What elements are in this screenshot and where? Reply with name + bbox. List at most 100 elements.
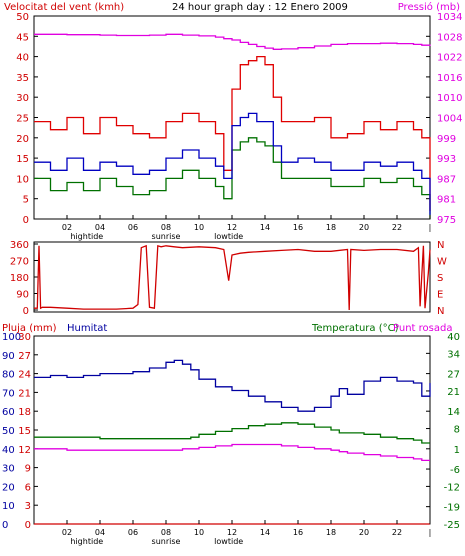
wind-y-tick-label: 50 xyxy=(16,12,29,23)
x-tick-label: 12 xyxy=(227,223,237,232)
pressure-y-tick-label: 1016 xyxy=(437,73,462,84)
rain-y-tick-label: 0 xyxy=(25,520,31,531)
direction-compass-label: E xyxy=(437,290,443,301)
x-tick-label: 10 xyxy=(194,528,204,537)
wind-y-tick-label: 40 xyxy=(16,53,29,64)
x-tick-label: 06 xyxy=(128,528,138,537)
humidity-y-tick-label: 70 xyxy=(2,388,15,399)
pressure-y-tick-label: 1022 xyxy=(437,53,462,64)
x-tick-label: 08 xyxy=(161,223,171,232)
tide-event-label: lowtide xyxy=(214,232,243,241)
temperature-y-tick-label: -12 xyxy=(444,482,460,493)
humidity-y-tick-label: 80 xyxy=(2,370,15,381)
pressure-y-tick-label: 987 xyxy=(437,174,456,185)
tide-event-label: hightide xyxy=(70,537,103,546)
dew-point-label: Punt rosada xyxy=(393,323,452,334)
wind-gust-line xyxy=(34,55,431,211)
rain-y-tick-label: 27 xyxy=(18,351,31,362)
temperature-y-tick-label: 14 xyxy=(447,407,460,418)
direction-y-tick-label: 180 xyxy=(10,273,29,284)
direction-panel-frame xyxy=(33,241,431,313)
wind-y-tick-label: 30 xyxy=(16,93,29,104)
x-tick-label: 20 xyxy=(359,528,369,537)
humidity-y-tick-label: 50 xyxy=(2,426,15,437)
temperature-y-tick-label: 21 xyxy=(447,387,460,398)
direction-compass-label: S xyxy=(437,273,443,284)
tide-event-label: sunrise xyxy=(152,232,181,241)
rain-y-tick-label: 18 xyxy=(18,407,31,418)
wind-y-tick-label: 15 xyxy=(16,154,29,165)
rain-y-tick-label: 21 xyxy=(18,388,31,399)
pressure-y-tick-label: 993 xyxy=(437,154,456,165)
rain-y-tick-label: 12 xyxy=(18,445,31,456)
pressure-y-tick-label: 999 xyxy=(437,134,456,145)
wind-y-tick-label: 25 xyxy=(16,114,29,125)
temperature-y-tick-label: 27 xyxy=(447,370,460,381)
direction-y-tick-label: 90 xyxy=(16,290,29,301)
x-tick-label: 04 xyxy=(95,528,105,537)
direction-y-tick-label: 270 xyxy=(10,257,29,268)
rain-y-tick-label: 30 xyxy=(18,332,31,343)
pressure-label: Pressió (mb) xyxy=(398,1,460,13)
wind-speed-label: Velocitat del vent (kmh) xyxy=(4,2,124,13)
direction-compass-label: W xyxy=(437,257,447,268)
temperature-y-tick-label: 40 xyxy=(447,332,460,343)
x-tick-label: 02 xyxy=(62,528,72,537)
x-tick-label: 14 xyxy=(260,528,270,537)
x-tick-label: 12 xyxy=(227,528,237,537)
tide-event-label: sunrise xyxy=(152,537,181,546)
temperature-y-tick-label: -6 xyxy=(450,465,460,476)
x-tick-label: 22 xyxy=(392,223,402,232)
wind-avg-line xyxy=(34,112,431,215)
tide-event-label: lowtide xyxy=(214,537,243,546)
direction-compass-label: N xyxy=(437,240,444,251)
rain-y-tick-label: 15 xyxy=(18,426,31,437)
wind-y-tick-label: 5 xyxy=(23,195,29,206)
humidity-label: Humitat xyxy=(67,323,107,334)
humidity-y-tick-label: 30 xyxy=(2,464,15,475)
x-tick-label: 16 xyxy=(293,528,303,537)
humidity-y-tick-label: 40 xyxy=(2,445,15,456)
x-tick-label: 02 xyxy=(62,223,72,232)
temperature-y-tick-label: 34 xyxy=(447,349,460,360)
humidity-y-tick-label: 90 xyxy=(2,351,15,362)
x-tick-label: 14 xyxy=(260,223,270,232)
tide-event-label: hightide xyxy=(70,232,103,241)
x-tick-label: 08 xyxy=(161,528,171,537)
pressure-y-tick-label: 1004 xyxy=(437,114,462,125)
temperature-y-tick-label: -25 xyxy=(444,520,460,531)
x-tick-label: | xyxy=(429,223,432,232)
direction-compass-label: N xyxy=(437,306,444,317)
humidity-y-tick-label: 10 xyxy=(2,501,15,512)
humidity-y-tick-label: 0 xyxy=(2,520,8,531)
wind-direction-line xyxy=(34,244,431,311)
temperature-line xyxy=(34,422,430,444)
rain-y-tick-label: 3 xyxy=(25,501,31,512)
pressure-y-tick-label: 981 xyxy=(437,195,456,206)
rain-y-tick-label: 6 xyxy=(25,482,31,493)
x-tick-label: 10 xyxy=(194,223,204,232)
temperature-y-tick-label: -19 xyxy=(444,503,460,514)
wind-y-tick-label: 45 xyxy=(16,32,29,43)
x-tick-label: 16 xyxy=(293,223,303,232)
wind-y-tick-label: 35 xyxy=(16,73,29,84)
humidity-y-tick-label: 100 xyxy=(2,332,21,343)
pressure-y-tick-label: 975 xyxy=(437,215,456,226)
rain-label: Pluja (mm) xyxy=(2,323,57,334)
x-tick-label: 06 xyxy=(128,223,138,232)
pressure-y-tick-label: 1034 xyxy=(437,12,462,23)
pressure-y-tick-label: 1028 xyxy=(437,32,462,43)
direction-y-tick-label: 0 xyxy=(23,306,29,317)
wind-y-tick-label: 20 xyxy=(16,134,29,145)
temperature-y-tick-label: 1 xyxy=(454,445,460,456)
humidity-y-tick-label: 60 xyxy=(2,407,15,418)
x-tick-label: | xyxy=(429,528,432,537)
wind-min-line xyxy=(34,137,431,219)
x-tick-label: 18 xyxy=(326,528,336,537)
rain-y-tick-label: 9 xyxy=(25,464,31,475)
rain-y-tick-label: 24 xyxy=(18,370,31,381)
x-tick-label: 04 xyxy=(95,223,105,232)
temperature-label: Temperatura (°C) xyxy=(311,323,399,334)
temperature-y-tick-label: 8 xyxy=(454,425,460,436)
